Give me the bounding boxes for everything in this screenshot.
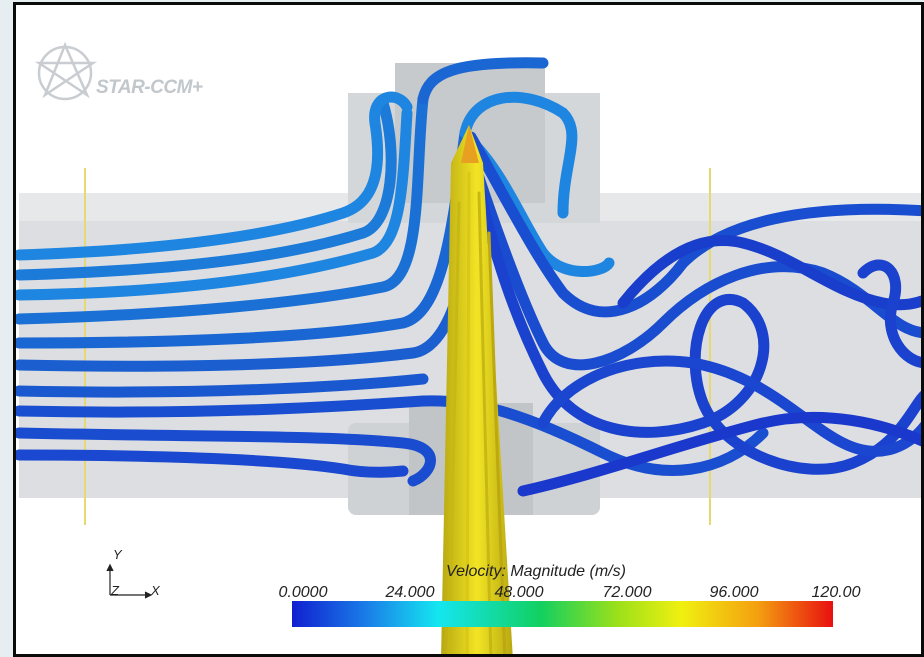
star-ccm-logo-icon: [34, 41, 98, 101]
legend-tick: 96.000: [709, 584, 759, 601]
streamline-scene: [16, 41, 921, 654]
triad-y-label: Y: [113, 547, 122, 562]
legend-tick: 0.0000: [278, 584, 328, 601]
jet-tip: [461, 125, 479, 163]
jet-stripe: [477, 191, 493, 654]
streamline: [16, 449, 409, 478]
streamline: [517, 411, 921, 497]
legend-tick: 48.000: [494, 584, 544, 601]
legend-tick: 72.000: [602, 584, 652, 601]
streamline: [16, 117, 384, 261]
streamline: [16, 97, 397, 281]
streamline: [369, 91, 413, 129]
streamline: [857, 259, 921, 368]
triad-z-label: Z: [111, 583, 119, 598]
streamline: [16, 373, 429, 398]
legend-title: Velocity: Magnitude (m/s): [446, 563, 626, 580]
streamline: [16, 107, 413, 301]
axis-triad: [106, 563, 153, 599]
streamline: [16, 93, 429, 325]
logo-text: STAR-CCM+: [96, 77, 203, 98]
jet-streamline-group: [441, 125, 513, 654]
streamline: [459, 91, 578, 219]
jet-stripe: [465, 171, 471, 654]
viewport[interactable]: STAR-CCM+ Y Z X Velocity: Magnitude (m/s…: [13, 2, 924, 657]
legend-tick: 24.000: [385, 584, 435, 601]
triad-x-label: X: [151, 583, 160, 598]
streamline: [417, 57, 549, 105]
colorbar: [292, 601, 833, 627]
streamline: [537, 355, 921, 457]
streamline: [463, 133, 921, 475]
streamline: [617, 235, 921, 311]
jet-stripe: [447, 201, 461, 654]
jet-stripe: [487, 231, 507, 654]
streamline: [16, 427, 436, 487]
legend-tick: 120.00: [811, 584, 861, 601]
streamline: [465, 131, 921, 318]
